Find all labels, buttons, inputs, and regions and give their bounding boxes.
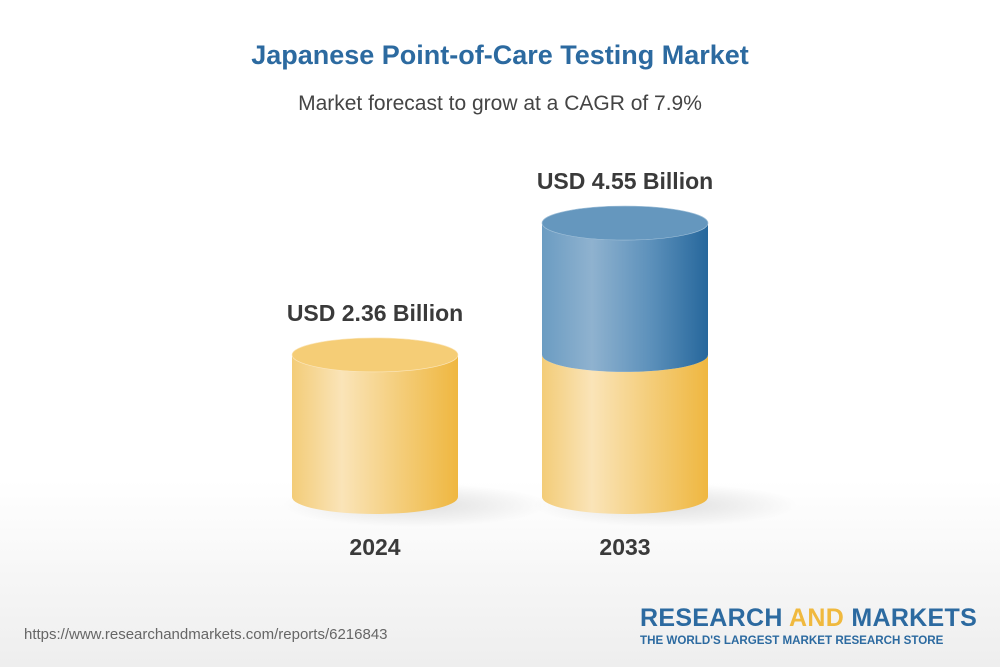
cylinder-base-segment-2033: [542, 354, 708, 514]
cylinder-growth-segment-2033: [542, 223, 708, 372]
data-label: USD 2.36 Billion: [287, 300, 463, 326]
chart-title: Japanese Point-of-Care Testing Market: [251, 40, 749, 70]
logo-tagline: THE WORLD'S LARGEST MARKET RESEARCH STOR…: [640, 634, 944, 647]
category-label: 2024: [349, 534, 400, 560]
logo-text-markets: MARKETS: [844, 604, 978, 632]
data-label: USD 4.55 Billion: [537, 168, 713, 194]
category-label: 2033: [599, 534, 650, 560]
cylinder-body-2024: [292, 354, 458, 514]
research-and-markets-logo: RESEARCH AND MARKETS THE WORLD'S LARGEST…: [640, 604, 978, 647]
cylinder-top-2033: [541, 205, 709, 241]
chart-subtitle: Market forecast to grow at a CAGR of 7.9…: [298, 92, 702, 115]
cylinder-top-2024: [291, 337, 459, 373]
logo-text-and: AND: [789, 604, 845, 632]
logo-text-research: RESEARCH: [640, 604, 790, 632]
source-url[interactable]: https://www.researchandmarkets.com/repor…: [24, 626, 388, 643]
